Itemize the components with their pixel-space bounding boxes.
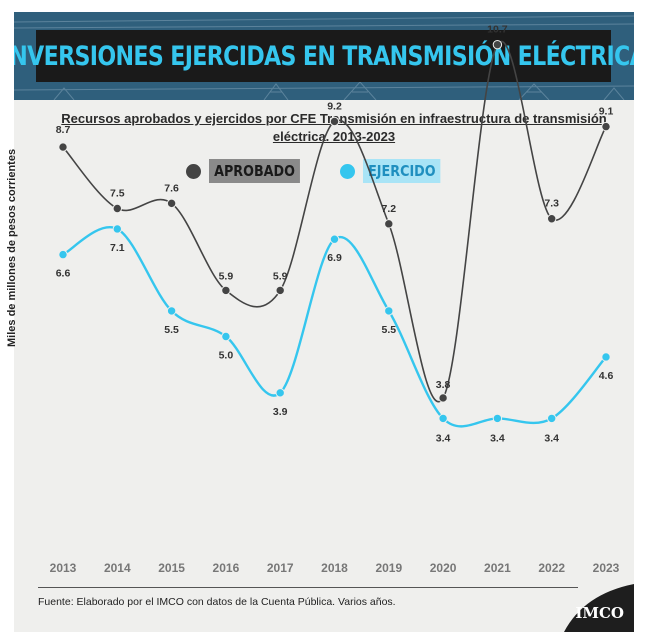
data-point-ejercido bbox=[275, 388, 285, 398]
data-label-ejercido: 3.4 bbox=[490, 432, 505, 444]
data-point-aprobado bbox=[275, 285, 285, 296]
data-label-ejercido: 5.5 bbox=[164, 324, 179, 336]
data-point-aprobado bbox=[58, 142, 68, 152]
data-point-ejercido bbox=[112, 224, 123, 234]
data-label-aprobado: 7.3 bbox=[544, 198, 559, 210]
data-point-aprobado bbox=[384, 219, 394, 229]
x-tick-label: 2018 bbox=[321, 561, 348, 575]
x-tick-label: 2017 bbox=[267, 561, 294, 575]
data-label-ejercido: 5.0 bbox=[219, 350, 234, 362]
data-point-ejercido bbox=[384, 306, 394, 316]
data-label-ejercido: 4.6 bbox=[599, 370, 614, 382]
data-label-aprobado: 7.5 bbox=[110, 188, 125, 200]
data-point-ejercido bbox=[166, 306, 177, 316]
infographic-frame: INVERSIONES EJERCIDAS EN TRANSMISIÓN ELÉ… bbox=[6, 12, 634, 632]
data-label-ejercido: 7.1 bbox=[110, 242, 125, 254]
x-tick-label: 2015 bbox=[158, 561, 185, 575]
data-label-ejercido: 3.4 bbox=[436, 432, 451, 444]
x-tick-label: 2013 bbox=[50, 561, 77, 575]
logo-wedge bbox=[564, 584, 634, 632]
footer-divider bbox=[38, 587, 578, 588]
data-label-aprobado: 7.6 bbox=[164, 182, 179, 194]
data-point-aprobado bbox=[547, 214, 557, 224]
data-label-aprobado: 5.9 bbox=[219, 270, 234, 282]
x-tick-label: 2020 bbox=[430, 561, 457, 575]
data-point-aprobado bbox=[329, 116, 340, 127]
data-label-ejercido: 5.5 bbox=[381, 324, 396, 336]
legend-marker-ejercido bbox=[340, 163, 355, 179]
data-label-aprobado: 5.9 bbox=[273, 270, 288, 282]
data-label-ejercido: 6.6 bbox=[56, 268, 71, 280]
data-point-aprobado bbox=[438, 393, 448, 403]
data-label-ejercido: 3.4 bbox=[544, 432, 559, 444]
line-chart: 8.7 7.5 7.6 5.9 5.9 9.2 7.2 3.8 10.7 7.3 9.1 6.6 7.1… bbox=[50, 24, 620, 575]
legend-item-ejercido: EJERCIDO bbox=[340, 158, 454, 184]
page-title: INVERSIONES EJERCIDAS EN TRANSMISIÓN ELÉ… bbox=[14, 40, 634, 72]
data-point-ejercido bbox=[329, 234, 340, 244]
imco-logo: IMCO bbox=[575, 604, 624, 622]
data-point-ejercido bbox=[58, 249, 68, 260]
transmission-tower-backdrop bbox=[14, 15, 634, 100]
legend-label-ejercido: EJERCIDO bbox=[363, 159, 441, 183]
x-tick-label: 2019 bbox=[375, 561, 402, 575]
x-tick-label: 2014 bbox=[104, 561, 131, 575]
x-tick-label: 2021 bbox=[484, 561, 511, 575]
data-point-ejercido bbox=[438, 413, 448, 424]
data-label-ejercido: 3.9 bbox=[273, 406, 288, 418]
data-label-aprobado: 3.8 bbox=[436, 379, 451, 391]
legend-marker-aprobado bbox=[186, 163, 201, 179]
data-point-aprobado bbox=[112, 203, 123, 214]
data-point-ejercido bbox=[221, 331, 231, 342]
header-banner: INVERSIONES EJERCIDAS EN TRANSMISIÓN ELÉ… bbox=[14, 12, 634, 100]
data-point-aprobado bbox=[601, 121, 611, 132]
data-label-aprobado: 7.2 bbox=[381, 203, 396, 215]
data-point-aprobado bbox=[221, 285, 231, 296]
data-label-aprobado: 10.7 bbox=[487, 24, 508, 36]
legend-label-aprobado: APROBADO bbox=[209, 159, 301, 183]
data-point-ejercido bbox=[601, 352, 611, 362]
data-label-aprobado: 8.7 bbox=[56, 124, 71, 136]
data-point-aprobado bbox=[492, 39, 503, 50]
data-label-aprobado: 9.2 bbox=[327, 100, 342, 112]
data-point-ejercido bbox=[492, 413, 503, 424]
data-label-ejercido: 6.9 bbox=[327, 252, 342, 264]
source-note: Fuente: Elaborado por el IMCO con datos … bbox=[38, 596, 396, 608]
data-point-ejercido bbox=[547, 413, 557, 424]
data-label-aprobado: 9.1 bbox=[599, 106, 614, 118]
x-tick-label: 2023 bbox=[593, 561, 620, 575]
x-tick-label: 2016 bbox=[213, 561, 240, 575]
legend-item-aprobado: APROBADO bbox=[186, 158, 316, 184]
x-tick-label: 2022 bbox=[538, 561, 565, 575]
data-point-aprobado bbox=[166, 198, 177, 209]
series-line-aprobado bbox=[62, 40, 607, 403]
